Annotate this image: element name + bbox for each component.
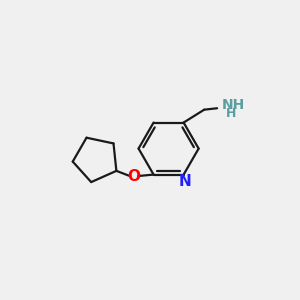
Text: N: N [179, 174, 191, 189]
Text: O: O [128, 169, 141, 184]
Text: H: H [226, 107, 236, 120]
Text: NH: NH [221, 98, 244, 112]
